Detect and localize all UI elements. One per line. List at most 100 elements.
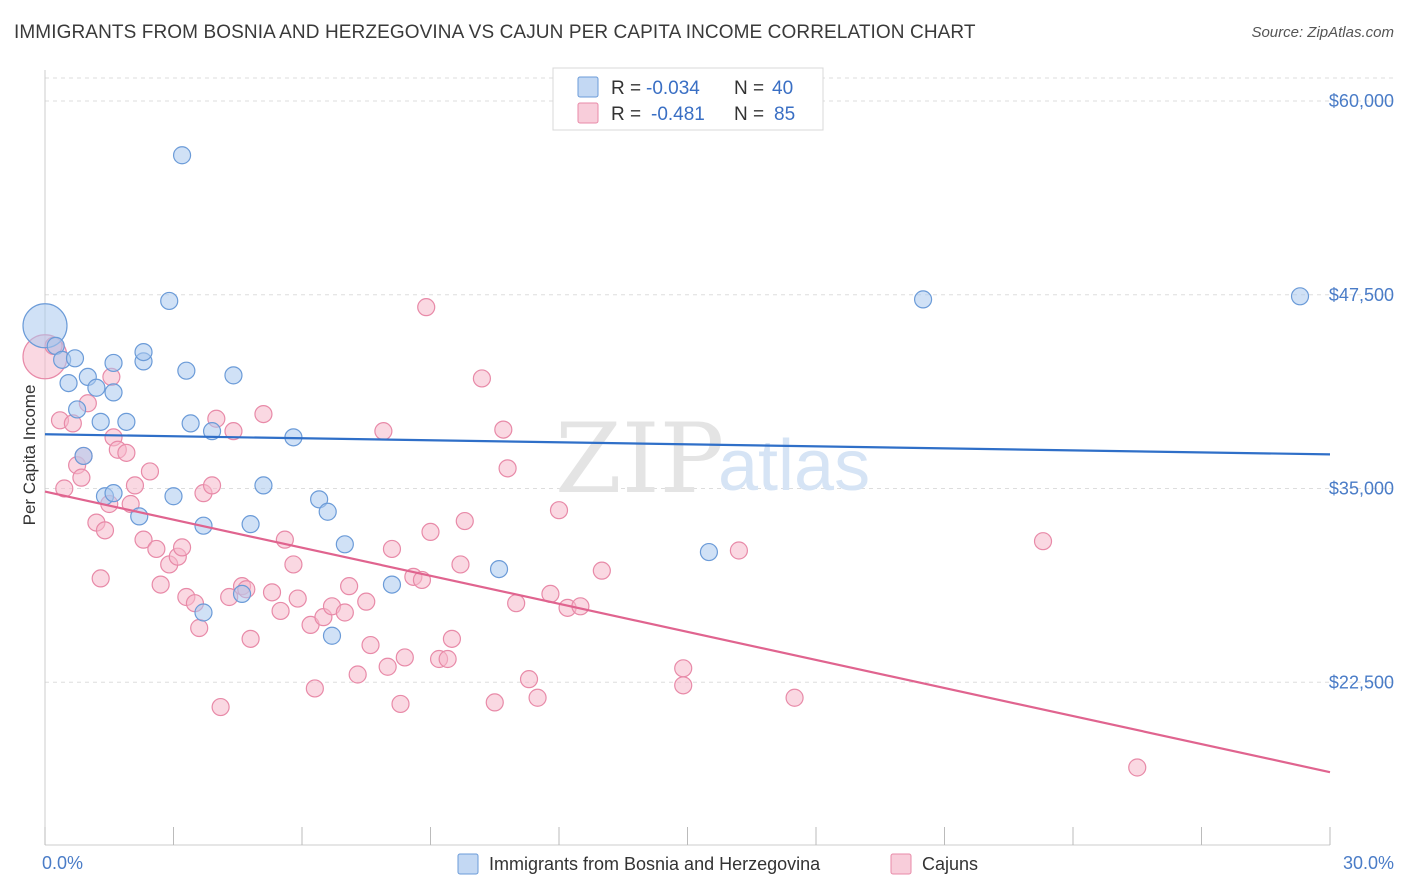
scatter-point [241,629,260,648]
watermark-atlas: atlas [718,426,870,506]
scatter-point [507,594,526,613]
scatter-point [172,146,192,165]
scatter-point [190,618,209,638]
scatter-point [729,541,749,560]
legend-n-value-1: 40 [772,78,793,99]
scatter-point [160,291,179,311]
scatter-point [699,542,719,562]
scatter-point [674,676,693,695]
scatter-point [65,349,85,368]
scatter-point [288,589,307,608]
scatter-point [1290,287,1310,306]
scatter-point [202,476,222,495]
scatter-point [172,538,192,557]
scatter-point [147,539,166,559]
legend-r-value-2: -0.481 [651,104,705,125]
scatter-point [55,479,74,498]
scatter-point [95,521,115,540]
scatter-point [378,657,397,676]
scatter-point [194,603,213,622]
scatter-point [262,583,282,602]
legend-swatch-pink [577,102,599,124]
bottom-legend-swatch-bosnia [457,853,479,875]
scatter-point [417,298,436,317]
y-tick-label: $35,000 [1329,479,1394,499]
bottom-legend-label-cajuns: Cajuns [922,854,978,874]
scatter-point [254,476,273,495]
scatter-point [177,361,196,380]
scatter-point [305,679,324,698]
scatter-point [438,649,457,669]
scatter-point [421,522,440,542]
scatter-point [674,659,693,678]
y-tick-labels: $22,500 $35,000 $47,500 $60,000 [1329,91,1394,692]
scatter-point [374,422,393,441]
scatter-point [494,420,513,439]
scatter-point [519,670,539,689]
scatter-point [104,484,123,503]
scatter-point [592,561,611,580]
series-legend: Immigrants from Bosnia and Herzegovina C… [457,853,978,875]
source-label: Source: ZipAtlas.com [1251,24,1394,41]
bottom-legend-swatch-cajuns [890,853,912,875]
x-tick-label-max: 30.0% [1343,853,1394,873]
scatter-point [498,459,517,478]
scatter-point [125,476,145,495]
scatter-point [361,635,380,655]
scatter-point [140,462,160,481]
scatter-point [1033,532,1053,551]
watermark-zip: ZIP [555,403,724,515]
scatter-point [382,575,402,594]
scatter-point [224,366,243,385]
legend-r-label-2: R = [611,104,641,125]
trendline-pink [44,490,1331,774]
scatter-point [335,603,354,622]
scatter-point [91,569,110,588]
scatter-point [913,290,933,309]
legend-r-label-1: R = [611,78,641,99]
scatter-point [72,468,91,487]
scatter-point [164,487,183,506]
scatter-point [348,665,367,684]
y-axis-label: Per Capita Income [20,385,39,526]
scatter-point [485,693,504,712]
scatter-point [104,383,123,402]
scatter-point [181,414,200,433]
watermark: ZIP atlas [555,403,870,515]
scatter-point [104,353,123,373]
scatter-point [91,412,110,431]
scatter-point [117,412,136,431]
scatter-point [224,422,243,441]
scatter-point [357,592,376,611]
y-tick-label: $60,000 [1329,91,1394,111]
scatter-point [395,648,414,667]
scatter-point [202,422,222,441]
chart-title: IMMIGRANTS FROM BOSNIA AND HERZEGOVINA V… [14,22,976,43]
x-tick-label-min: 0.0% [42,853,83,873]
scatter-point [451,555,470,574]
scatter-point [472,369,491,388]
scatter-point [271,601,290,621]
stats-legend: R = -0.034 N = 40 R = -0.481 N = 85 [552,67,824,131]
scatter-point [254,405,273,424]
trendlines [44,433,1331,774]
scatter-point [134,343,153,362]
scatter-point [549,501,569,520]
scatter-point [340,577,359,596]
legend-n-label-1: N = [734,78,764,99]
scatter-point [134,530,153,549]
scatter-point [22,303,68,349]
scatter-point [442,629,462,648]
scatter-point [489,559,509,579]
legend-n-value-2: 85 [774,104,795,125]
scatter-point [151,575,170,594]
scatter-point [59,374,78,393]
legend-swatch-blue [577,76,599,98]
scatter-point [455,511,474,531]
series-bosnia-points [22,146,1310,645]
scatter-point [68,400,87,419]
axes [44,70,1331,846]
scatter-point [211,697,230,717]
scatter-point [284,555,303,574]
legend-r-value-1: -0.034 [646,78,700,99]
